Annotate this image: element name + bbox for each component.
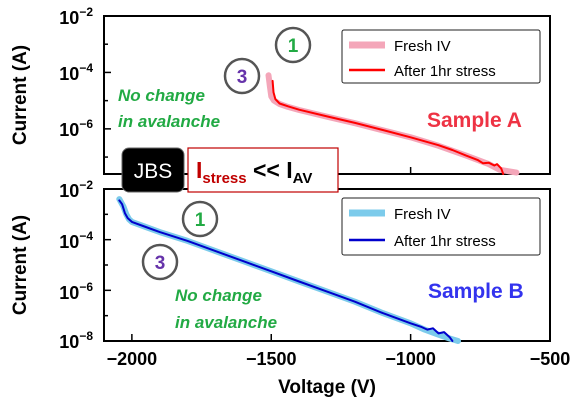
panel-a-marker-1-label: 1 xyxy=(288,36,299,57)
jbs-badge: JBS xyxy=(121,147,185,193)
stress-condition: Istress << IAV xyxy=(187,147,339,193)
panel-a-marker-1: 1 xyxy=(274,26,312,64)
panel-b-ticks xyxy=(104,188,551,342)
series-line-after-stress xyxy=(118,199,454,342)
panel-b-ylabel: Current (A) xyxy=(10,215,31,315)
panel-a-legend-box xyxy=(341,29,541,84)
panel-a-ytick-label: 10−2 xyxy=(59,5,93,28)
panel-a-note-line1: No change xyxy=(118,86,205,105)
panel-a-sample-label: Sample A xyxy=(427,109,522,132)
x-axis-label: Voltage (V) xyxy=(278,377,376,398)
panel-b-ytick-label: 10−6 xyxy=(59,280,93,303)
panel-a-note-line2: in avalanche xyxy=(118,112,220,131)
panel-b-marker-3: 3 xyxy=(141,243,179,281)
legend-label-stress-a: After 1hr stress xyxy=(394,63,496,80)
x-tick-label: −1000 xyxy=(385,349,436,369)
panel-b-marker-1-label: 1 xyxy=(195,210,206,231)
x-tick-label: −1500 xyxy=(246,349,297,369)
stress-condition-label: Istress << IAV xyxy=(196,157,312,187)
series-line-after-stress xyxy=(271,79,505,175)
panel-a-legend: Fresh IV After 1hr stress xyxy=(341,29,541,84)
panel-b-sample-label: Sample B xyxy=(428,280,524,303)
panel-a-ylabel: Current (A) xyxy=(10,45,31,145)
legend-label-fresh-a: Fresh IV xyxy=(394,38,451,55)
panel-b-legend-box xyxy=(341,197,541,256)
jbs-badge-label: JBS xyxy=(134,160,173,183)
panel-b-ytick-label: 10−2 xyxy=(59,178,93,201)
jbs-badge-box xyxy=(121,147,185,193)
legend-label-stress-b: After 1hr stress xyxy=(394,233,496,250)
panel-a-marker-3: 3 xyxy=(223,57,261,95)
panel-b-ytick-label: 10−8 xyxy=(59,329,93,352)
panel-b-legend: Fresh IV After 1hr stress xyxy=(341,197,541,256)
x-tick-labels: −2000 −1500 −1000 −500 xyxy=(107,349,571,369)
x-tick-label: −500 xyxy=(530,349,571,369)
x-tick-label: −2000 xyxy=(107,349,158,369)
panel-b-marker-1: 1 xyxy=(181,200,219,238)
panel-b-series xyxy=(116,196,461,344)
stress-condition-box xyxy=(187,147,339,193)
panel-a-series xyxy=(265,72,520,176)
panel-b-marker-3-label: 3 xyxy=(155,253,166,274)
panel-b: 10−2 10−4 10−6 10−8 Current (A) Fresh IV… xyxy=(10,178,551,352)
panel-a-ytick-label: 10−6 xyxy=(59,117,93,140)
panel-b-note-line1: No change xyxy=(175,286,262,305)
panel-a-ytick-label: 10−4 xyxy=(59,61,93,84)
legend-label-fresh-b: Fresh IV xyxy=(394,206,451,223)
panel-a-marker-3-label: 3 xyxy=(237,67,248,88)
panel-b-ytick-label: 10−4 xyxy=(59,229,93,252)
panel-b-note-line2: in avalanche xyxy=(175,313,277,332)
